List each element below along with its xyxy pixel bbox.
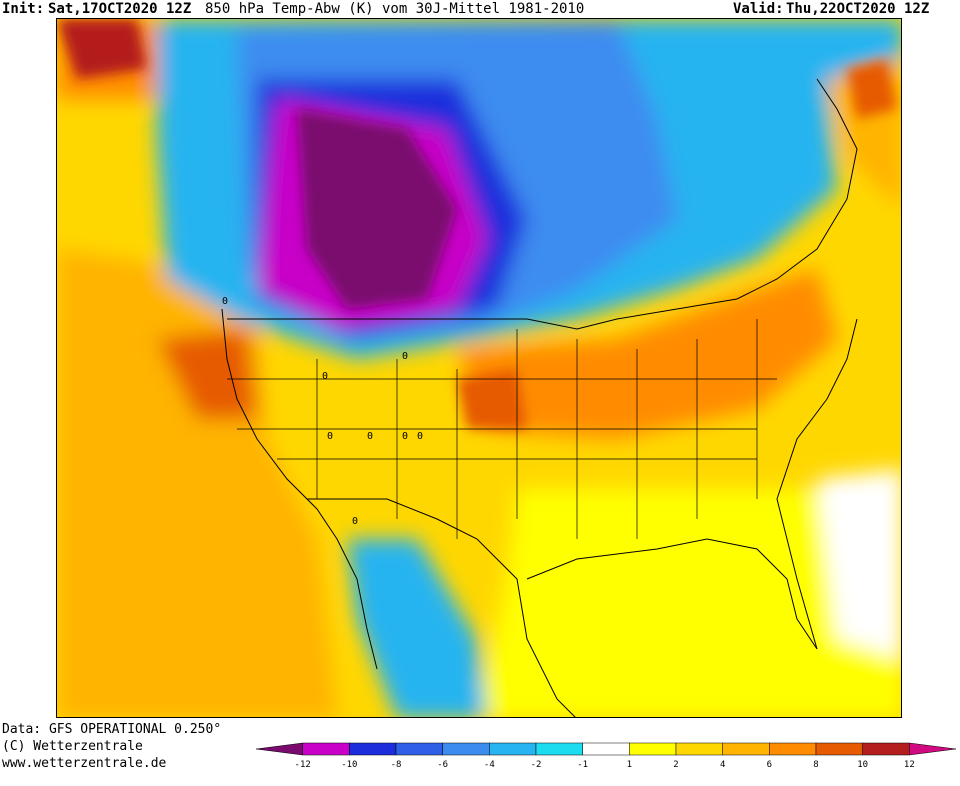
legend-swatch xyxy=(815,742,863,756)
us-canada-border xyxy=(227,78,858,330)
zero-contour-label: 0 xyxy=(327,431,333,442)
gulf-yellow-area xyxy=(477,489,901,717)
legend-tick-label: -12 xyxy=(295,760,311,770)
legend-swatch xyxy=(769,742,817,756)
central-warm-band xyxy=(457,269,837,439)
legend-tick-label: 1 xyxy=(627,760,632,770)
legend-swatch xyxy=(349,742,397,756)
init-label: Init: xyxy=(2,1,45,17)
legend-swatch xyxy=(862,742,910,756)
legend-swatch xyxy=(255,742,303,756)
legend-swatch xyxy=(535,742,583,756)
copyright: (C) Wetterzentrale xyxy=(2,739,143,754)
legend-swatch xyxy=(395,742,443,756)
color-legend: -12 -10 -8 -6 -4 -2 -1 1 2 4 6 8 10 12 xyxy=(255,740,957,782)
legend-swatch xyxy=(489,742,537,756)
zero-contour-label: 0 xyxy=(222,296,228,307)
cold-anomaly-core xyxy=(297,109,457,309)
legend-tick-label: -8 xyxy=(391,760,402,770)
northwest-warm-core xyxy=(57,19,147,79)
atlantic-neutral-area xyxy=(817,469,901,659)
zero-contour-label: 0 xyxy=(402,431,408,442)
zero-contour-label: 0 xyxy=(322,371,328,382)
zero-contour-label: 0 xyxy=(352,516,358,527)
pacific-warm-core xyxy=(157,329,257,419)
zero-contour-label: 0 xyxy=(417,431,423,442)
map-title: 850 hPa Temp-Abw (K) vom 30J-Mittel 1981… xyxy=(205,1,585,17)
legend-swatch xyxy=(302,742,350,756)
legend-swatch xyxy=(675,742,723,756)
init-value: Sat,17OCT2020 12Z xyxy=(48,1,192,17)
data-source: Data: GFS OPERATIONAL 0.250° xyxy=(2,722,222,737)
northeast-warm-core xyxy=(847,59,897,119)
legend-tick-label: 8 xyxy=(813,760,818,770)
valid-label: Valid: xyxy=(733,1,784,17)
legend-tick-label: 2 xyxy=(673,760,678,770)
legend-swatch xyxy=(909,742,957,756)
legend-tick-label: -4 xyxy=(484,760,495,770)
legend-swatch xyxy=(629,742,677,756)
zero-contour-label: 0 xyxy=(367,431,373,442)
legend-tick-label: 6 xyxy=(767,760,772,770)
atlantic-coastline xyxy=(776,318,858,650)
valid-value: Thu,22OCT2020 12Z xyxy=(786,1,930,17)
state-borders-horizontal xyxy=(227,378,777,460)
legend-tick-label: -1 xyxy=(577,760,588,770)
us-mexico-border xyxy=(307,498,576,717)
pacific-warm-area xyxy=(57,249,337,717)
header: Init: Sat,17OCT2020 12Z 850 hPa Temp-Abw… xyxy=(0,0,960,18)
legend-tick-label: -10 xyxy=(341,760,357,770)
legend-tick-label: -6 xyxy=(437,760,448,770)
plains-warm-core xyxy=(457,369,527,429)
legend-colorbar: -12 -10 -8 -6 -4 -2 -1 1 2 4 6 8 10 12 xyxy=(255,742,957,770)
legend-swatch xyxy=(582,742,630,756)
zero-contour-label: 0 xyxy=(402,351,408,362)
legend-swatch xyxy=(442,742,490,756)
gulf-coastline xyxy=(526,538,818,650)
legend-tick-label: 10 xyxy=(857,760,868,770)
legend-tick-label: -2 xyxy=(531,760,542,770)
legend-tick-label: 12 xyxy=(904,760,915,770)
legend-tick-label: 4 xyxy=(720,760,725,770)
website: www.wetterzentrale.de xyxy=(2,756,167,771)
political-boundaries xyxy=(221,78,858,717)
legend-swatch xyxy=(722,742,770,756)
mexico-cold-tongue xyxy=(347,539,487,717)
